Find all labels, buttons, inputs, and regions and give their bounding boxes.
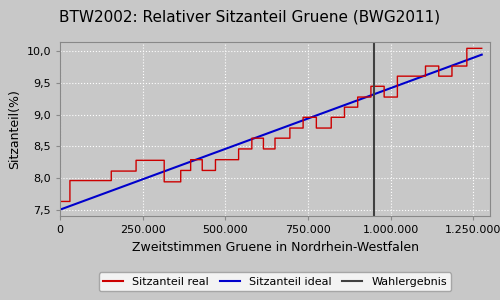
Sitzanteil real	[178, 169, 184, 172]
Sitzanteil real	[464, 46, 470, 50]
Legend: Sitzanteil real, Sitzanteil ideal, Wahlergebnis: Sitzanteil real, Sitzanteil ideal, Wahle…	[98, 272, 452, 291]
Sitzanteil real	[478, 46, 484, 50]
Sitzanteil real	[57, 200, 63, 203]
Sitzanteil real	[108, 179, 114, 182]
Line: Sitzanteil real: Sitzanteil real	[60, 48, 482, 201]
Sitzanteil real	[314, 116, 320, 119]
Sitzanteil real	[260, 147, 266, 151]
Y-axis label: Sitzanteil(%): Sitzanteil(%)	[8, 89, 21, 169]
Sitzanteil real	[422, 74, 428, 78]
Text: BTW2002: Relativer Sitzanteil Gruene (BWG2011): BTW2002: Relativer Sitzanteil Gruene (BW…	[60, 9, 440, 24]
Sitzanteil real	[150, 158, 156, 162]
X-axis label: Zweitstimmen Gruene in Nordrhein-Westfalen: Zweitstimmen Gruene in Nordrhein-Westfal…	[132, 241, 418, 254]
